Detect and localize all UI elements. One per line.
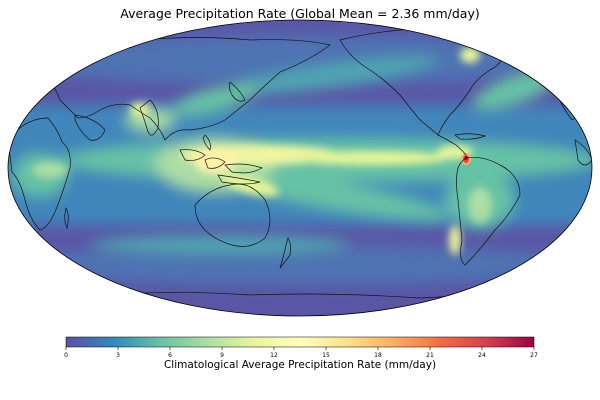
- map-title: Average Precipitation Rate (Global Mean …: [120, 6, 480, 21]
- colorbar: 0 3 6 9 12 15 18 21 24 27: [64, 336, 538, 359]
- colorbar-tick-label: 15: [322, 352, 330, 359]
- precipitation-field: [8, 20, 592, 316]
- colorbar-tick-label: 0: [64, 352, 68, 359]
- colorbar-tick-label: 9: [220, 352, 224, 359]
- colorbar-tick-label: 18: [374, 352, 382, 359]
- precipitation-map: [7, 19, 593, 317]
- colorbar-tick-label: 12: [270, 352, 278, 359]
- colorbar-tick-label: 6: [168, 352, 172, 359]
- colorbar-tick-label: 3: [116, 352, 120, 359]
- colorbar-tick-label: 21: [426, 352, 434, 359]
- colorbar-tick-label: 24: [478, 352, 486, 359]
- colorbar-tick-label: 27: [530, 352, 538, 359]
- colorbar-label: Climatological Average Precipitation Rat…: [163, 359, 437, 371]
- colorbar-gradient: [65, 336, 535, 348]
- colorbar-ticks: 0 3 6 9 12 15 18 21 24 27: [64, 347, 538, 359]
- globe-outline: [7, 19, 593, 317]
